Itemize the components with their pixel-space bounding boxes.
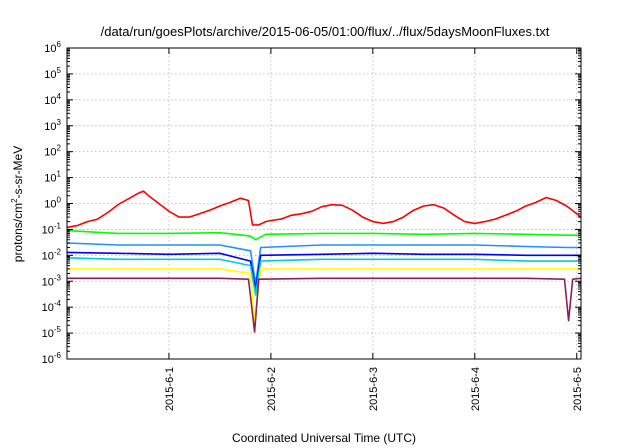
series-line-7	[67, 277, 581, 333]
y-tick-label: 10-2	[42, 247, 62, 262]
y-tick-label: 10-4	[42, 299, 62, 314]
x-axis-label: Coordinated Universal Time (UTC)	[232, 431, 416, 445]
y-tick-label: 10-5	[42, 325, 62, 340]
series-line-6	[67, 268, 581, 322]
y-tick-label: 105	[44, 66, 61, 81]
x-tick-label: 2015-6-2	[266, 367, 278, 411]
series-line-3	[66, 242, 581, 285]
y-axis-label-part-2: -s-sr-MeV	[11, 146, 25, 199]
series-layer	[66, 190, 582, 333]
y-tick-label: 10-1	[42, 221, 62, 236]
y-tick-label: 10-6	[42, 351, 62, 366]
x-tick-label: 2015-6-1	[164, 367, 176, 411]
x-tick-label: 2015-6-5	[572, 367, 584, 411]
y-tick-label: 106	[44, 40, 61, 55]
y-tick-label: 100	[44, 196, 61, 211]
y-axis-label-superscript: 2	[10, 198, 19, 203]
y-axis-label-part-1: protons/cm	[11, 203, 25, 262]
y-axis: 10-6 10-5 10-4 10-3 10-2 10-1 100 101 102 103 104 1…	[42, 40, 581, 366]
series-line-1	[66, 190, 582, 229]
y-tick-label: 104	[44, 92, 61, 107]
y-tick-label: 101	[44, 170, 61, 185]
series-line-5	[66, 257, 581, 296]
y-tick-label: 102	[44, 144, 61, 159]
chart-title: /data/run/goesPlots/archive/2015-06-05/0…	[101, 24, 550, 39]
y-tick-label: 103	[44, 118, 61, 133]
series-line-2	[66, 229, 581, 241]
y-tick-label: 10-3	[42, 273, 62, 288]
x-tick-label: 2015-6-4	[470, 367, 482, 411]
y-axis-label: protons/cm2-s-sr-MeV	[10, 146, 25, 262]
x-axis: 2015-6-1 2015-6-2 2015-6-3 2015-6-4 2015-6-5	[164, 48, 584, 411]
series-line-4	[66, 251, 581, 290]
grid-layer	[67, 48, 581, 359]
x-tick-label: 2015-6-3	[368, 367, 380, 411]
